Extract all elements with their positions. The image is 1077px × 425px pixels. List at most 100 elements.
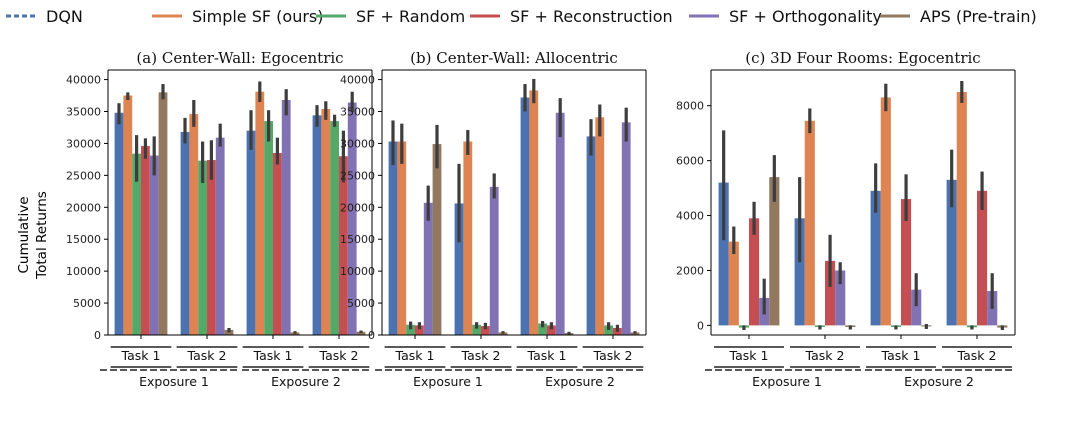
y-tick-label: 10000 <box>340 265 375 278</box>
bar-sf-orthogonality-0 <box>149 155 159 335</box>
bar-dqn-2 <box>520 97 530 336</box>
bar-simple-sf-ours--0 <box>123 95 133 335</box>
y-tick-label: 30000 <box>340 137 375 150</box>
bar-simple-sf-ours--1 <box>804 120 815 326</box>
bar-sf-orthogonality-1 <box>835 270 846 326</box>
task-label: Task 2 <box>461 348 501 363</box>
bar-sf-random-1 <box>198 160 207 335</box>
bar-aps-pre-train--3 <box>356 331 366 335</box>
bar-simple-sf-ours--3 <box>956 91 967 326</box>
y-tick-label: 0 <box>94 329 101 342</box>
y-tick-label: 40000 <box>340 74 375 87</box>
bar-sf-orthogonality-2 <box>281 100 291 335</box>
y-tick-label: 10000 <box>66 265 101 278</box>
y-tick-label: 35000 <box>340 106 375 119</box>
exposure-label: Exposure 1 <box>413 374 483 389</box>
bar-dqn-0 <box>718 182 729 326</box>
y-tick-label: 25000 <box>66 169 101 182</box>
bar-sf-random-3 <box>604 325 613 335</box>
bar-sf-random-2 <box>264 121 273 335</box>
task-label: Task 2 <box>319 348 359 363</box>
panel-a: (a) Center-Wall: Egocentric 0 5000 10000 150… <box>66 49 373 389</box>
bar-dqn-3 <box>946 179 957 326</box>
exposure-label: Exposure 2 <box>545 374 615 389</box>
bar-sf-reconstruction-0 <box>749 218 760 326</box>
bar-dqn-1 <box>454 203 464 335</box>
y-tick-label: 0 <box>697 319 704 332</box>
y-tick-label: 15000 <box>66 233 101 246</box>
y-tick-label: 0 <box>368 329 375 342</box>
y-tick-label: 5000 <box>347 297 375 310</box>
task-label: Task 1 <box>253 348 293 363</box>
task-label: Task 1 <box>729 348 769 363</box>
panel-c: (c) 3D Four Rooms: Egocentric 0 2000 4000 60… <box>676 49 1016 389</box>
task-label: Task 1 <box>395 348 435 363</box>
bar-sf-reconstruction-2 <box>547 325 556 335</box>
bar-sf-orthogonality-1 <box>215 137 225 335</box>
bar-dqn-1 <box>794 218 805 326</box>
y-tick-label: 2000 <box>676 264 704 277</box>
panel-title: (b) Center-Wall: Allocentric <box>410 49 618 67</box>
ylabel-line1: Cumulative <box>16 196 32 273</box>
exposure-label: Exposure 1 <box>139 374 209 389</box>
bar-simple-sf-ours--0 <box>728 241 739 326</box>
task-label: Task 1 <box>527 348 567 363</box>
bar-dqn-3 <box>312 115 322 336</box>
bar-sf-random-2 <box>538 323 547 335</box>
bar-sf-orthogonality-3 <box>621 122 631 335</box>
legend-label-5: APS (Pre-train) <box>920 7 1037 26</box>
bar-aps-pre-train--1 <box>224 329 234 335</box>
bar-sf-reconstruction-0 <box>141 145 150 335</box>
bar-aps-pre-train--0 <box>769 177 780 326</box>
y-tick-label: 4000 <box>676 210 704 223</box>
y-tick-label: 5000 <box>73 297 101 310</box>
bar-aps-pre-train--0 <box>432 144 442 335</box>
y-tick-label: 15000 <box>340 233 375 246</box>
exposure-label: Exposure 2 <box>271 374 341 389</box>
bar-simple-sf-ours--3 <box>321 108 331 335</box>
task-label: Task 1 <box>881 348 921 363</box>
legend-label-0: DQN <box>46 7 83 26</box>
y-tick-label: 20000 <box>340 201 375 214</box>
bar-sf-reconstruction-1 <box>481 326 490 335</box>
y-tick-label: 35000 <box>66 106 101 119</box>
task-label: Task 2 <box>805 348 845 363</box>
bar-dqn-0 <box>388 141 398 335</box>
legend-label-1: Simple SF (ours) <box>192 7 324 26</box>
bar-sf-orthogonality-0 <box>423 202 433 335</box>
task-label: Task 1 <box>121 348 161 363</box>
bar-simple-sf-ours--2 <box>880 97 891 326</box>
bar-sf-orthogonality-3 <box>347 102 357 336</box>
legend-label-3: SF + Reconstruction <box>510 7 673 26</box>
bar-sf-reconstruction-1 <box>207 160 216 335</box>
legend-label-4: SF + Orthogonality <box>729 7 882 26</box>
bar-sf-reconstruction-2 <box>901 199 912 326</box>
exposure-label: Exposure 1 <box>752 374 822 389</box>
y-tick-label: 8000 <box>676 100 704 113</box>
y-tick-label: 25000 <box>340 169 375 182</box>
exposure-label: Exposure 2 <box>904 374 974 389</box>
bar-dqn-2 <box>870 190 881 326</box>
y-axis-label: Cumulative Total Returns <box>16 191 50 280</box>
bar-simple-sf-ours--0 <box>397 141 407 335</box>
task-label: Task 2 <box>593 348 633 363</box>
bar-sf-orthogonality-1 <box>489 186 499 335</box>
panel-title: (a) Center-Wall: Egocentric <box>136 49 343 67</box>
bar-sf-reconstruction-3 <box>339 156 348 335</box>
bar-simple-sf-ours--1 <box>189 114 199 335</box>
panel-b: (b) Center-Wall: Allocentric 0 5000 10000 15… <box>340 49 647 389</box>
bar-dqn-0 <box>114 112 124 335</box>
y-tick-label: 40000 <box>66 74 101 87</box>
bar-sf-random-3 <box>330 121 339 335</box>
bar-sf-reconstruction-2 <box>273 153 282 335</box>
bar-sf-random-1 <box>472 324 481 335</box>
bar-sf-reconstruction-0 <box>415 325 424 335</box>
bar-dqn-3 <box>586 136 596 335</box>
task-label: Task 2 <box>187 348 227 363</box>
bar-aps-pre-train--0 <box>158 92 168 335</box>
bar-sf-random-0 <box>406 324 415 335</box>
bar-simple-sf-ours--2 <box>529 90 539 335</box>
ylabel-line2: Total Returns <box>34 191 50 280</box>
bar-simple-sf-ours--2 <box>255 91 265 335</box>
